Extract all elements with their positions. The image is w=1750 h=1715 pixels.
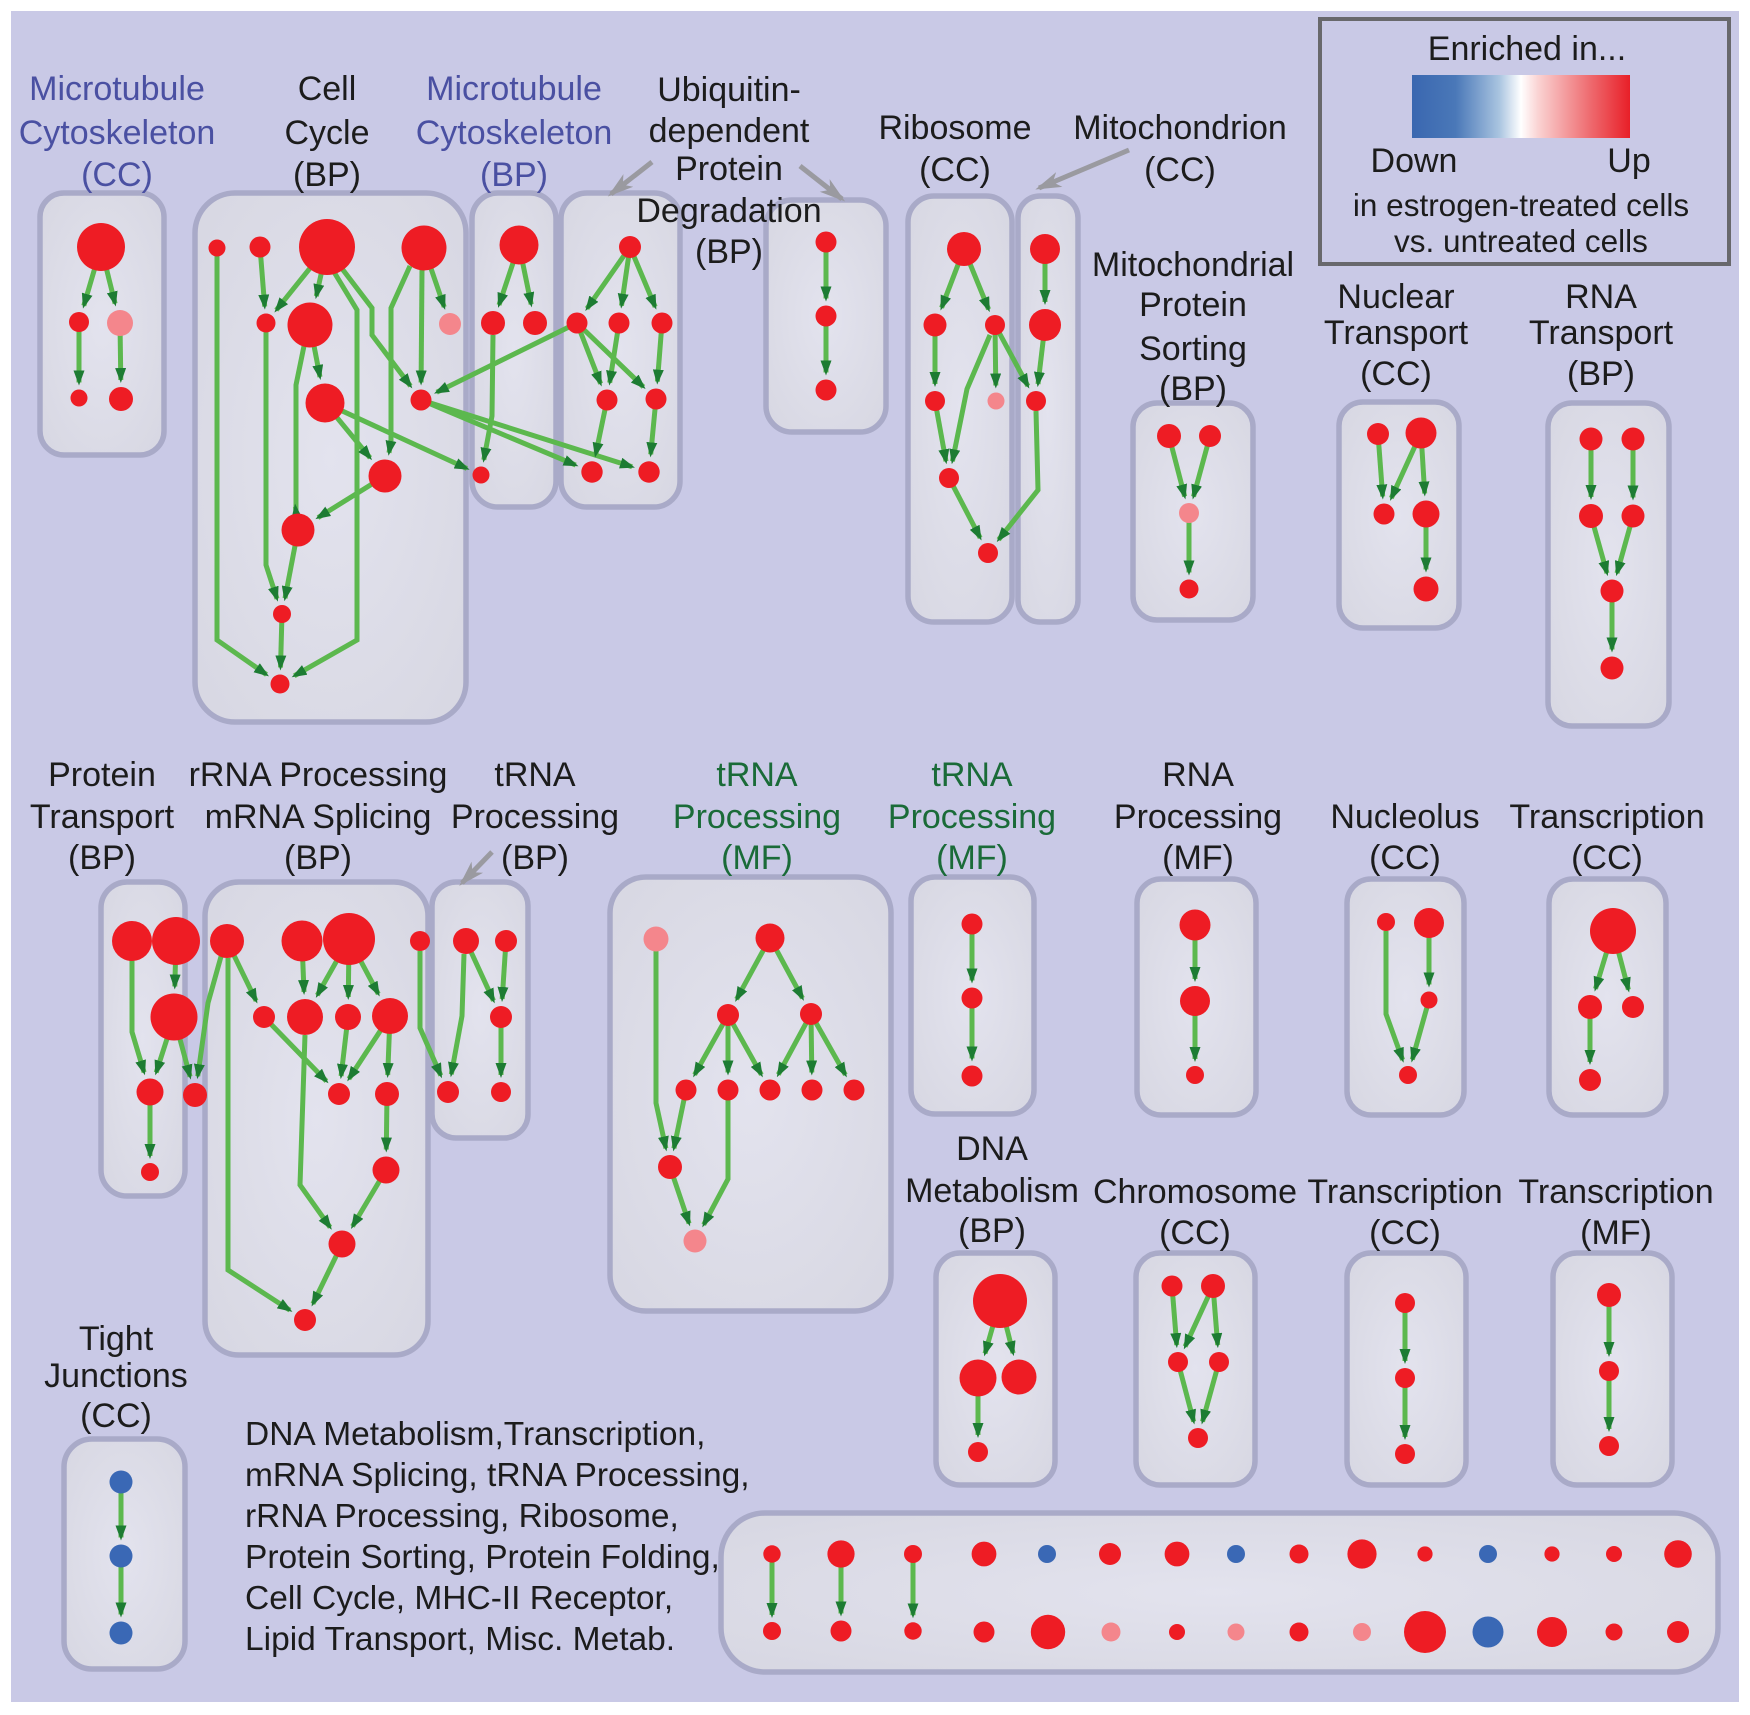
- svg-text:(CC): (CC): [80, 1397, 152, 1435]
- svg-text:Transport: Transport: [1324, 314, 1469, 352]
- svg-text:Tight: Tight: [79, 1320, 154, 1358]
- svg-text:(CC): (CC): [1360, 355, 1432, 393]
- svg-text:Metabolism: Metabolism: [905, 1172, 1079, 1210]
- svg-text:in estrogen-treated cells: in estrogen-treated cells: [1353, 187, 1689, 223]
- svg-text:Processing: Processing: [451, 798, 619, 836]
- svg-text:(CC): (CC): [1571, 839, 1643, 877]
- svg-text:Microtubule: Microtubule: [426, 70, 602, 108]
- svg-text:Down: Down: [1371, 142, 1458, 180]
- svg-text:Cytoskeleton: Cytoskeleton: [416, 114, 613, 152]
- svg-text:Mitochondrion: Mitochondrion: [1073, 109, 1287, 147]
- svg-text:(BP): (BP): [284, 839, 352, 877]
- svg-text:(CC): (CC): [1159, 1214, 1231, 1252]
- svg-text:(MF): (MF): [721, 839, 793, 877]
- svg-text:(BP): (BP): [1567, 355, 1635, 393]
- svg-text:tRNA: tRNA: [931, 756, 1013, 794]
- svg-text:Degradation: Degradation: [636, 192, 821, 230]
- svg-text:(CC): (CC): [81, 156, 153, 194]
- svg-text:Mitochondrial: Mitochondrial: [1092, 246, 1294, 284]
- svg-text:Enriched in...: Enriched in...: [1428, 30, 1626, 68]
- svg-text:Transport: Transport: [1529, 314, 1674, 352]
- svg-text:dependent: dependent: [649, 112, 810, 150]
- svg-text:Transcription: Transcription: [1509, 798, 1704, 836]
- svg-text:(CC): (CC): [1144, 151, 1216, 189]
- svg-text:Lipid Transport, Misc. Metab.: Lipid Transport, Misc. Metab.: [245, 1621, 675, 1658]
- svg-text:(CC): (CC): [1369, 1214, 1441, 1252]
- svg-text:RNA: RNA: [1162, 756, 1234, 794]
- svg-text:Cytoskeleton: Cytoskeleton: [19, 114, 216, 152]
- svg-text:Processing: Processing: [1114, 798, 1282, 836]
- svg-text:Transcription: Transcription: [1518, 1173, 1713, 1211]
- svg-text:Processing: Processing: [673, 798, 841, 836]
- svg-text:Protein Sorting, Protein Foldi: Protein Sorting, Protein Folding,: [245, 1539, 720, 1576]
- svg-text:Transport: Transport: [30, 798, 175, 836]
- svg-text:Junctions: Junctions: [44, 1357, 188, 1395]
- svg-text:rRNA Processing: rRNA Processing: [189, 756, 448, 794]
- svg-text:tRNA: tRNA: [494, 756, 576, 794]
- svg-text:vs. untreated cells: vs. untreated cells: [1394, 223, 1648, 259]
- svg-text:Protein: Protein: [1139, 286, 1247, 324]
- svg-text:Cell Cycle, MHC-II Receptor,: Cell Cycle, MHC-II Receptor,: [245, 1580, 673, 1617]
- svg-text:mRNA Splicing, tRNA Processing: mRNA Splicing, tRNA Processing,: [245, 1457, 750, 1494]
- svg-text:DNA: DNA: [956, 1130, 1028, 1168]
- svg-text:Microtubule: Microtubule: [29, 70, 205, 108]
- svg-text:Ribosome: Ribosome: [878, 109, 1031, 147]
- svg-text:Ubiquitin-: Ubiquitin-: [657, 71, 801, 109]
- svg-text:Cell: Cell: [298, 70, 357, 108]
- svg-text:(BP): (BP): [293, 156, 361, 194]
- svg-text:DNA Metabolism,Transcription,: DNA Metabolism,Transcription,: [245, 1416, 705, 1453]
- svg-text:Nuclear: Nuclear: [1337, 278, 1454, 316]
- svg-text:Cycle: Cycle: [284, 114, 369, 152]
- svg-text:(BP): (BP): [480, 156, 548, 194]
- svg-text:(MF): (MF): [1162, 839, 1234, 877]
- svg-text:(MF): (MF): [1580, 1214, 1652, 1252]
- svg-text:Transcription: Transcription: [1307, 1173, 1502, 1211]
- svg-text:Nucleolus: Nucleolus: [1330, 798, 1479, 836]
- svg-text:(MF): (MF): [936, 839, 1008, 877]
- svg-text:Protein: Protein: [48, 756, 156, 794]
- svg-text:(CC): (CC): [919, 151, 991, 189]
- svg-text:(BP): (BP): [68, 839, 136, 877]
- svg-text:Sorting: Sorting: [1139, 330, 1247, 368]
- svg-text:(BP): (BP): [501, 839, 569, 877]
- svg-text:mRNA Splicing: mRNA Splicing: [205, 798, 432, 836]
- svg-text:(CC): (CC): [1369, 839, 1441, 877]
- svg-text:Protein: Protein: [675, 150, 783, 188]
- svg-text:(BP): (BP): [695, 233, 763, 271]
- svg-text:Up: Up: [1607, 142, 1650, 180]
- svg-text:Chromosome: Chromosome: [1093, 1173, 1297, 1211]
- svg-text:rRNA Processing, Ribosome,: rRNA Processing, Ribosome,: [245, 1498, 679, 1535]
- svg-text:(BP): (BP): [1159, 370, 1227, 408]
- svg-text:(BP): (BP): [958, 1212, 1026, 1250]
- svg-text:tRNA: tRNA: [716, 756, 798, 794]
- svg-text:Processing: Processing: [888, 798, 1056, 836]
- svg-text:RNA: RNA: [1565, 278, 1637, 316]
